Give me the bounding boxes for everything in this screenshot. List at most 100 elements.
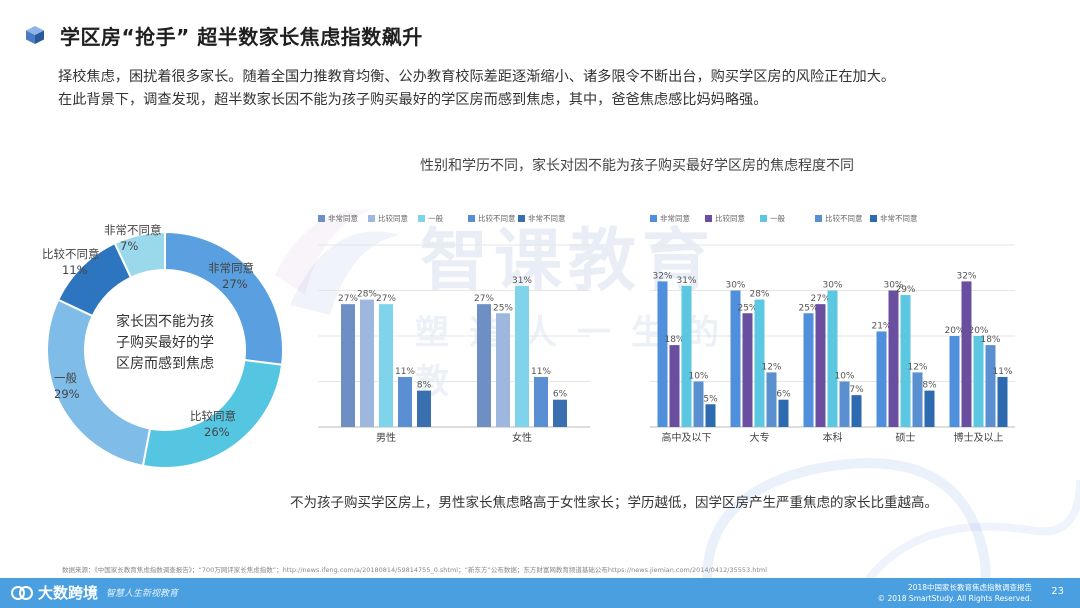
footer-tagline: 智慧人生新视教育: [106, 589, 179, 599]
bar-value-label: 12%: [761, 362, 781, 372]
bar-value-label: 27%: [474, 294, 494, 304]
legend-swatch-3: [468, 215, 475, 222]
bar-1-2: [754, 299, 765, 427]
brand-logo-icon: [11, 585, 33, 600]
bar-0-3: [398, 376, 412, 427]
bar-value-label: 21%: [871, 321, 891, 331]
bar-0-1: [360, 299, 374, 427]
bar-value-label: 6%: [553, 390, 568, 400]
legend-label-2: 一般: [428, 213, 443, 223]
bar-0-3: [693, 381, 704, 427]
legend-label-1: 比较同意: [378, 213, 408, 223]
source-text: 数据来源：《中国家长教育焦虑指数调查报告》；“700万网评家长焦虑指数”；htt…: [62, 566, 768, 574]
education-bar-chart: 非常同意 比较同意 一般 比较不同意 非常不同意 32% 18% 31% 10% 5% 高中及以下 3…: [650, 213, 1015, 444]
legend-swatch-4: [518, 215, 525, 222]
bar-value-label: 12%: [907, 362, 927, 372]
bar-value-label: 8%: [922, 381, 937, 391]
bar-0-1: [669, 345, 680, 427]
bar-4-1: [961, 281, 972, 427]
bar-value-label: 27%: [810, 294, 830, 304]
legend-swatch-3: [815, 215, 822, 222]
bar-value-label: 25%: [737, 303, 757, 313]
bar-1-3: [534, 376, 548, 427]
bar-2-4: [851, 395, 862, 427]
page-title: 学区房“抢手” 超半数家长焦虑指数飙升: [60, 24, 423, 49]
legend-label-4: 非常不同意: [528, 213, 566, 223]
bar-value-label: 27%: [376, 294, 396, 304]
category-label-4: 博士及以上: [954, 431, 1004, 444]
footer-report-info: 2018中国家长教育焦虑指数调查报告 © 2018 SmartStudy. Al…: [877, 583, 1032, 603]
legend-label-4: 非常不同意: [880, 213, 918, 223]
bar-value-label: 18%: [664, 335, 684, 345]
bar-value-label: 11%: [992, 367, 1012, 377]
bar-1-3: [766, 372, 777, 427]
bar-2-1: [815, 304, 826, 427]
bar-value-label: 31%: [512, 276, 532, 286]
bar-value-label: 20%: [968, 326, 988, 336]
legend-swatch-2: [760, 215, 767, 222]
footer-brand: 大数跨境: [38, 584, 99, 602]
legend-swatch-1: [705, 215, 712, 222]
bar-value-label: 8%: [417, 381, 432, 391]
donut-svg: [46, 230, 284, 469]
bar-value-label: 6%: [776, 390, 791, 400]
bar-3-0: [876, 331, 887, 427]
bar-value-label: 30%: [725, 281, 745, 291]
bar-value-label: 20%: [944, 326, 964, 336]
bar-1-1: [496, 313, 510, 427]
bar-value-label: 32%: [956, 271, 976, 281]
bar-value-label: 30%: [883, 281, 903, 291]
donut-label-disagree: 比较不同意 11%: [42, 247, 100, 277]
category-label-3: 硕士: [896, 431, 916, 444]
bar-value-label: 27%: [338, 294, 358, 304]
bar-4-0: [949, 336, 960, 427]
donut-label-neutral: 一般 29%: [54, 371, 80, 401]
footer-brand-area: 大数跨境 智慧人生新视教育: [10, 582, 178, 603]
bar-1-0: [730, 290, 741, 427]
legend-swatch-2: [418, 215, 425, 222]
bar-value-label: 25%: [493, 303, 513, 313]
bar-2-2: [827, 290, 838, 427]
conclusion-text: 不为孩子购买学区房上，男性家长焦虑略高于女性家长；学历越低，因学区房产生严重焦虑…: [290, 495, 938, 511]
page-number: 23: [1051, 586, 1064, 597]
legend-label-3: 比较不同意: [478, 213, 516, 223]
legend-swatch-1: [368, 215, 375, 222]
bar-value-label: 10%: [834, 372, 854, 382]
bar-value-label: 25%: [798, 303, 818, 313]
legend-swatch-0: [650, 215, 657, 222]
legend-swatch-0: [318, 215, 325, 222]
legend-label-1: 比较同意: [715, 213, 745, 223]
category-label-0: 高中及以下: [662, 431, 712, 444]
category-label-2: 本科: [823, 431, 843, 444]
legend-swatch-4: [870, 215, 877, 222]
category-label-1: 大专: [750, 431, 770, 444]
header: 学区房“抢手” 超半数家长焦虑指数飙升: [24, 20, 423, 50]
legend-label-0: 非常同意: [660, 213, 690, 223]
bar-3-1: [888, 290, 899, 427]
category-label-0: 男性: [376, 431, 396, 444]
bar-1-4: [553, 399, 567, 427]
cube-logo-icon: [26, 26, 44, 44]
bar-0-0: [341, 304, 355, 427]
bar-1-2: [515, 285, 529, 427]
intro-line-1: 择校焦虑，困扰着很多家长。随着全国力推教育均衡、公办教育校际差距逐渐缩小、诸多限…: [58, 69, 896, 85]
bar-3-2: [900, 295, 911, 427]
bar-2-0: [803, 313, 814, 427]
bar-3-3: [912, 372, 923, 427]
bar-0-4: [417, 390, 431, 427]
donut-label-very-disagree: 非常不同意 7%: [104, 223, 162, 253]
bar-value-label: 5%: [703, 394, 718, 404]
bar-0-2: [681, 285, 692, 427]
legend-label-2: 一般: [770, 213, 785, 223]
gender-bar-chart: 非常同意 比较同意 一般 比较不同意 非常不同意27%28%27%11%8%男性27%2…: [318, 213, 590, 444]
bar-1-4: [778, 399, 789, 427]
footer-bar: 大数跨境 智慧人生新视教育 2018中国家长教育焦虑指数调查报告 © 2018 …: [0, 578, 1080, 608]
bar-3-4: [924, 390, 935, 427]
bar-4-2: [973, 336, 984, 427]
bar-value-label: 28%: [357, 290, 377, 300]
category-label-1: 女性: [512, 431, 532, 444]
bar-0-2: [379, 304, 393, 427]
legend-label-0: 非常同意: [328, 213, 358, 223]
bar-value-label: 11%: [531, 367, 551, 377]
bar-4-4: [997, 376, 1008, 427]
